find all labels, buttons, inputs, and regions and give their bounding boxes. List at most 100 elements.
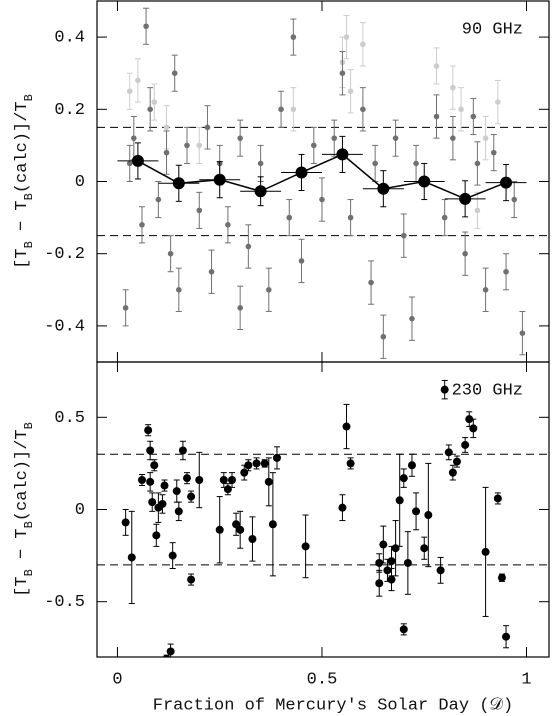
y-axis-label-subscript: B	[22, 521, 36, 528]
data-point	[204, 124, 211, 131]
data-point	[503, 268, 509, 275]
data-point	[290, 106, 297, 113]
data-point	[254, 185, 267, 198]
y-tick-label: 0	[75, 173, 85, 192]
data-point	[436, 566, 445, 575]
data-point	[232, 520, 241, 529]
data-point	[490, 149, 497, 156]
data-point	[452, 457, 461, 466]
data-point	[163, 124, 170, 131]
data-point	[143, 23, 149, 30]
y-axis-label: [TB − TB(calc)]/TB	[13, 94, 36, 269]
data-point	[420, 544, 429, 553]
data-point	[375, 579, 384, 588]
data-point	[151, 99, 158, 105]
data-point	[433, 113, 440, 120]
data-point	[147, 106, 153, 113]
y-axis-label-subscript: B	[22, 422, 36, 429]
data-point	[187, 492, 196, 501]
data-point	[519, 330, 526, 336]
data-point	[272, 453, 281, 462]
data-point	[379, 540, 388, 549]
data-point	[407, 461, 416, 470]
data-point	[497, 573, 506, 582]
data-point	[223, 485, 232, 494]
y-axis-label-part: [T	[13, 248, 32, 268]
data-point	[155, 196, 162, 203]
data-point	[465, 415, 474, 424]
data-point	[482, 287, 489, 293]
data-point	[377, 182, 390, 195]
y-tick-label: -0.5	[44, 593, 85, 612]
data-point	[126, 160, 133, 167]
data-point	[290, 34, 297, 40]
data-point	[266, 287, 272, 293]
data-point	[413, 160, 419, 167]
y-axis-label-part: [T	[13, 576, 32, 596]
y-axis-label-subscript: B	[22, 569, 36, 576]
data-point	[380, 333, 387, 340]
y-tick-label: 0.2	[54, 101, 85, 120]
data-point	[166, 647, 175, 656]
data-point	[298, 258, 305, 264]
panel-frame	[96, 361, 550, 658]
data-point	[219, 476, 228, 484]
data-point	[403, 558, 412, 567]
data-point	[339, 70, 346, 76]
data-point	[481, 547, 490, 556]
data-point	[171, 70, 178, 76]
data-point	[182, 474, 191, 483]
data-point	[144, 426, 153, 435]
data-point	[450, 135, 456, 141]
data-point	[462, 250, 468, 257]
data-point	[391, 544, 400, 553]
data-point	[412, 507, 421, 516]
data-point	[121, 518, 130, 527]
data-point	[172, 177, 185, 190]
data-point	[240, 468, 249, 477]
y-tick-label: -0.4	[44, 317, 85, 336]
data-point	[444, 448, 453, 457]
data-point	[178, 446, 187, 455]
y-axis-label-part: (calc)]/T	[13, 101, 32, 193]
data-point	[383, 566, 392, 575]
data-point	[502, 632, 511, 641]
data-point	[331, 135, 338, 141]
data-point	[227, 476, 236, 484]
data-point	[441, 214, 448, 221]
data-point	[319, 196, 325, 203]
data-point	[127, 553, 136, 562]
x-tick-label: 0	[112, 670, 122, 689]
data-point	[131, 135, 137, 141]
plot-area	[121, 379, 511, 657]
data-point	[399, 625, 408, 634]
data-point	[137, 476, 146, 484]
annotation: 90 GHz	[462, 20, 523, 39]
data-point	[264, 477, 273, 486]
data-point	[372, 160, 378, 167]
data-point	[387, 575, 396, 584]
data-point	[163, 149, 170, 156]
data-point	[482, 135, 489, 141]
data-point	[150, 461, 159, 470]
data-point	[461, 440, 470, 449]
data-point	[459, 192, 472, 205]
data-point	[387, 557, 396, 566]
x-tick-label: 0.5	[307, 670, 338, 689]
data-point	[208, 268, 215, 275]
data-point	[450, 84, 456, 91]
data-point	[474, 160, 481, 167]
y-axis-label-part: (calc)]/T	[13, 429, 32, 521]
data-point	[392, 135, 399, 141]
data-point	[215, 525, 224, 534]
data-point	[458, 106, 464, 113]
data-point	[347, 88, 354, 95]
data-point	[395, 496, 404, 505]
data-point	[278, 106, 284, 113]
y-tick-label: 0	[75, 501, 85, 520]
data-point	[440, 385, 449, 394]
data-point	[346, 459, 355, 468]
data-point	[184, 142, 190, 149]
plot-area	[117, 7, 527, 359]
data-point	[418, 175, 431, 188]
